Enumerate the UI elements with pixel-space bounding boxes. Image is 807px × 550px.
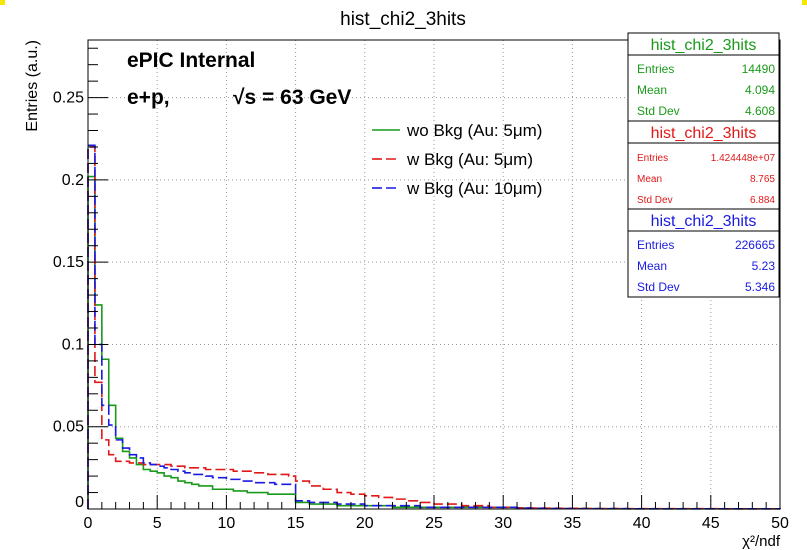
- stats-row-label: Mean: [637, 259, 667, 273]
- axes: 0 5 10 15 20 25 30 35 40 45 50 0 0.05 0.1 0.15 0.2 0.25: [53, 47, 789, 532]
- legend-label: w Bkg (Au: 10μm): [406, 179, 542, 198]
- stats-box: [627, 208, 780, 298]
- x-tick-label: 0: [84, 515, 93, 532]
- corner-marker: [0, 0, 5, 5]
- stats-row-label: Std Dev: [637, 195, 673, 206]
- x-tick-label: 10: [218, 515, 236, 532]
- x-tick-label: 40: [633, 515, 651, 532]
- legend: wo Bkg (Au: 5μm) w Bkg (Au: 5μm) w Bkg (Au…: [372, 121, 542, 198]
- y-tick-label: 0.05: [53, 419, 84, 436]
- y-tick-label: 0.1: [62, 336, 84, 353]
- x-axis-label: χ²/ndf: [742, 533, 781, 550]
- stats-box-title: hist_chi2_3hits: [651, 37, 757, 54]
- y-tick-label: 0.25: [53, 90, 84, 107]
- stats-box-title: hist_chi2_3hits: [651, 125, 757, 142]
- legend-label: w Bkg (Au: 5μm): [406, 150, 533, 169]
- stats-row-value: 1.424448e+07: [711, 153, 776, 164]
- y-tick-label: 0.2: [62, 172, 84, 189]
- stats-row-label: Std Dev: [637, 104, 680, 118]
- x-tick-label: 35: [564, 515, 582, 532]
- stats-row-value: 5.346: [745, 280, 775, 294]
- stats-row-value: 4.094: [745, 83, 775, 97]
- stats-box: [627, 32, 780, 122]
- y-axis-label: Entries (a.u.): [24, 40, 41, 132]
- stats-row-value: 14490: [742, 62, 776, 76]
- annotation-energy: √s = 63 GeV: [233, 86, 351, 109]
- stats-row-value: 5.23: [752, 259, 776, 273]
- x-tick-label: 20: [356, 515, 374, 532]
- stats-row-value: 8.765: [750, 174, 775, 185]
- annotation-collision: e+p,: [127, 86, 170, 109]
- stats-row-label: Entries: [637, 238, 674, 252]
- stats-boxes: hist_chi2_3hits Entries 14490 Mean 4.094 Std …: [627, 32, 780, 298]
- x-tick-label: 45: [702, 515, 720, 532]
- legend-label: wo Bkg (Au: 5μm): [406, 121, 542, 140]
- stats-row-label: Entries: [637, 153, 668, 164]
- x-tick-label: 30: [494, 515, 512, 532]
- stats-row-label: Mean: [637, 83, 667, 97]
- stats-row-label: Mean: [637, 174, 662, 185]
- x-tick-label: 5: [153, 515, 162, 532]
- corner-marker: [802, 0, 807, 5]
- y-tick-label: 0: [75, 494, 84, 511]
- stats-row-value: 226665: [735, 238, 775, 252]
- x-tick-label: 50: [771, 515, 789, 532]
- stats-row-label: Std Dev: [637, 280, 680, 294]
- y-tick-label: 0.15: [53, 254, 84, 271]
- annotation-epic-internal: ePIC Internal: [127, 49, 255, 72]
- stats-row-value: 6.884: [750, 195, 775, 206]
- x-tick-label: 25: [425, 515, 443, 532]
- stats-row-label: Entries: [637, 62, 674, 76]
- chart-title: hist_chi2_3hits: [340, 9, 466, 30]
- stats-row-value: 4.608: [745, 104, 775, 118]
- stats-box-title: hist_chi2_3hits: [651, 213, 757, 230]
- x-tick-label: 15: [287, 515, 305, 532]
